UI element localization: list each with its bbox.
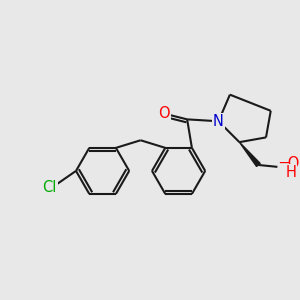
Text: H: H [285, 165, 296, 180]
Polygon shape [239, 142, 260, 166]
Text: ─O: ─O [279, 156, 300, 171]
Text: O: O [158, 106, 170, 121]
Text: Cl: Cl [42, 181, 57, 196]
Text: N: N [213, 114, 224, 129]
